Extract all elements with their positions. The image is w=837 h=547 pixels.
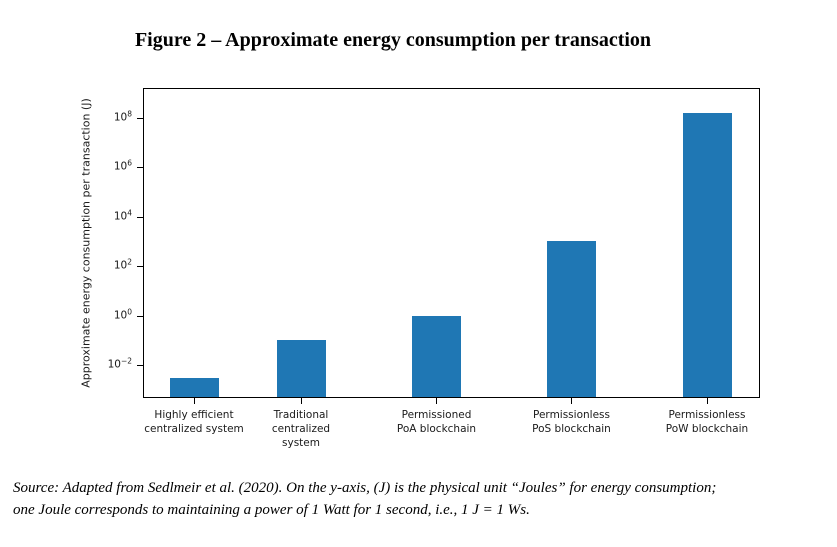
y-tick-mark: [137, 117, 143, 119]
y-tick-exponent: 0: [127, 307, 132, 317]
bar-4: [547, 241, 596, 398]
y-tick-exponent: −2: [120, 356, 132, 366]
y-tick-base: 10: [113, 210, 128, 223]
bar-2: [276, 340, 326, 398]
y-tick-mark: [137, 216, 143, 218]
x-tick-mark: [193, 398, 195, 404]
y-tick-mark: [137, 167, 143, 169]
x-tick-mark: [436, 398, 437, 404]
y-tick-base: 10: [107, 358, 121, 371]
y-axis-label: Approximate energy consumption per trans…: [79, 98, 93, 388]
source-note: Source: Adapted from Sedlmeir et al. (20…: [13, 478, 831, 521]
bar-5: [682, 113, 732, 398]
y-tick-mark: [137, 365, 143, 367]
y-tick-label: 104: [113, 208, 132, 223]
x-tick-label: Permissioned PoA blockchain: [396, 409, 477, 435]
y-tick-exponent: 2: [127, 257, 132, 267]
bar-1: [169, 378, 219, 398]
y-tick-exponent: 4: [127, 208, 132, 218]
bar-3: [412, 315, 461, 398]
source-note-line-2: one Joule corresponds to maintaining a p…: [13, 501, 530, 518]
x-tick-label: Permissionless PoW blockchain: [665, 409, 749, 435]
x-tick-mark: [706, 398, 708, 404]
y-tick-exponent: 8: [127, 109, 132, 119]
y-tick-label: 108: [113, 109, 132, 124]
x-tick-mark: [300, 398, 302, 404]
y-tick-base: 10: [113, 160, 128, 173]
plot-area: 108 106 104 102 100 10−2 Highly efficient cen…: [108, 88, 760, 449]
y-tick-label: 102: [113, 257, 132, 272]
y-tick-exponent: 6: [127, 158, 132, 168]
x-tick-label: Traditional centralized system: [271, 409, 331, 449]
y-tick-mark: [137, 266, 143, 268]
y-tick-label: 106: [113, 158, 132, 173]
x-tick-label: Permissionless PoS blockchain: [532, 409, 611, 435]
y-tick-label: 10−2: [107, 356, 132, 371]
y-tick-base: 10: [113, 111, 128, 124]
y-tick-label: 100: [113, 307, 132, 322]
x-tick-mark: [571, 398, 572, 404]
y-tick-base: 10: [113, 309, 128, 322]
x-tick-label: Highly efficient centralized system: [144, 409, 244, 435]
y-tick-base: 10: [113, 259, 128, 272]
figure-title: Figure 2 – Approximate energy consumptio…: [134, 29, 652, 51]
source-note-line-1: Source: Adapted from Sedlmeir et al. (20…: [13, 480, 717, 496]
y-tick-mark: [137, 315, 143, 317]
